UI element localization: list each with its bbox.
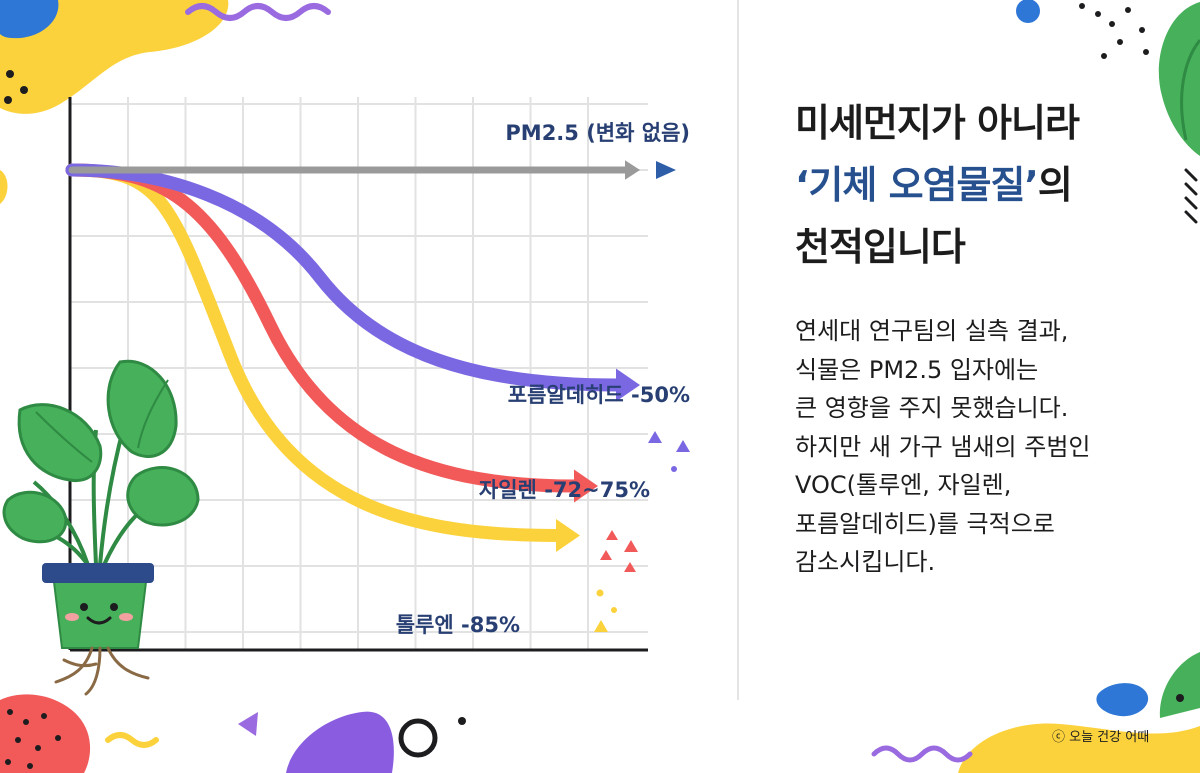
pm25-arrowhead — [625, 160, 640, 180]
body-line: 식물은 PM2.5 입자에는 — [795, 355, 1039, 384]
yellow-blob-top-left — [0, 0, 229, 114]
body-line: 포름알데히드)를 극적으로 — [795, 509, 1055, 538]
body-line: 감소시킵니다. — [795, 548, 936, 576]
potted-plant — [2, 359, 200, 696]
panel-divider — [737, 0, 739, 700]
red-blob-bottom-left — [0, 694, 91, 773]
xylene-particles — [600, 530, 638, 572]
purple-squiggle-bottom-right — [871, 745, 973, 763]
copyright-credit: ⓒ 오늘 건강 어때 — [1052, 730, 1150, 745]
purple-triangle-bottom — [238, 712, 258, 736]
yellow-blob-bottom-right — [958, 723, 1200, 773]
green-leaf-bottom-right — [1159, 652, 1200, 718]
xylene-arrowhead — [574, 469, 598, 503]
body-line: 큰 영향을 주지 못했습니다. — [795, 394, 1069, 422]
headline-line-2: ‘기체 오염물질’의 — [795, 154, 1185, 216]
blue-blob-bottom-right — [1096, 683, 1149, 717]
blue-blob-top-left — [0, 0, 59, 39]
xylene-series-label: 자일렌 -72~75% — [479, 478, 650, 502]
toluene-arrowhead — [556, 519, 580, 552]
body-line: VOC(톨루엔, 자일렌, — [795, 471, 1012, 499]
formaldehyde-series-line — [65, 163, 625, 392]
toluene-series-label: 톨루엔 -85% — [396, 613, 520, 637]
formaldehyde-arrowhead — [616, 368, 640, 402]
ring-bottom — [398, 718, 438, 758]
body-line: 연세대 연구팀의 실측 결과, — [795, 317, 1069, 345]
formaldehyde-particles — [648, 431, 690, 472]
pm25-series-label: PM2.5 (변화 없음) — [505, 121, 690, 145]
yellow-squiggle-bottom — [105, 732, 159, 748]
headline-line-1: 미세먼지가 아니라 — [795, 101, 1080, 145]
text-panel: 미세먼지가 아니라 ‘기체 오염물질’의 천적입니다 연세대 연구팀의 실측 결… — [795, 92, 1185, 582]
green-leaf-top-right — [1158, 2, 1200, 156]
purple-blob-bottom — [286, 711, 394, 773]
body-text: 연세대 연구팀의 실측 결과, 식물은 PM2.5 입자에는 큰 영향을 주지 … — [795, 312, 1185, 582]
pm25-pointer-icon — [656, 161, 676, 179]
blue-dot-top-right — [1016, 0, 1040, 23]
reduction-chart: 톨루엔 -85% 자일렌 -72~75% 포름알데히드 -50% PM2.5 (변화 … — [2, 97, 690, 696]
headline-line-2-rest: 의 — [1037, 163, 1073, 207]
headline: 미세먼지가 아니라 ‘기체 오염물질’의 천적입니다 — [795, 92, 1185, 278]
headline-accent: ‘기체 오염물질’ — [795, 163, 1039, 207]
formaldehyde-series-label: 포름알데히드 -50% — [508, 383, 690, 407]
headline-line-3: 천적입니다 — [795, 225, 966, 269]
body-line: 하지만 새 가구 냄새의 주범인 — [795, 432, 1091, 461]
toluene-particles — [594, 589, 617, 632]
purple-squiggle-top — [185, 3, 331, 21]
